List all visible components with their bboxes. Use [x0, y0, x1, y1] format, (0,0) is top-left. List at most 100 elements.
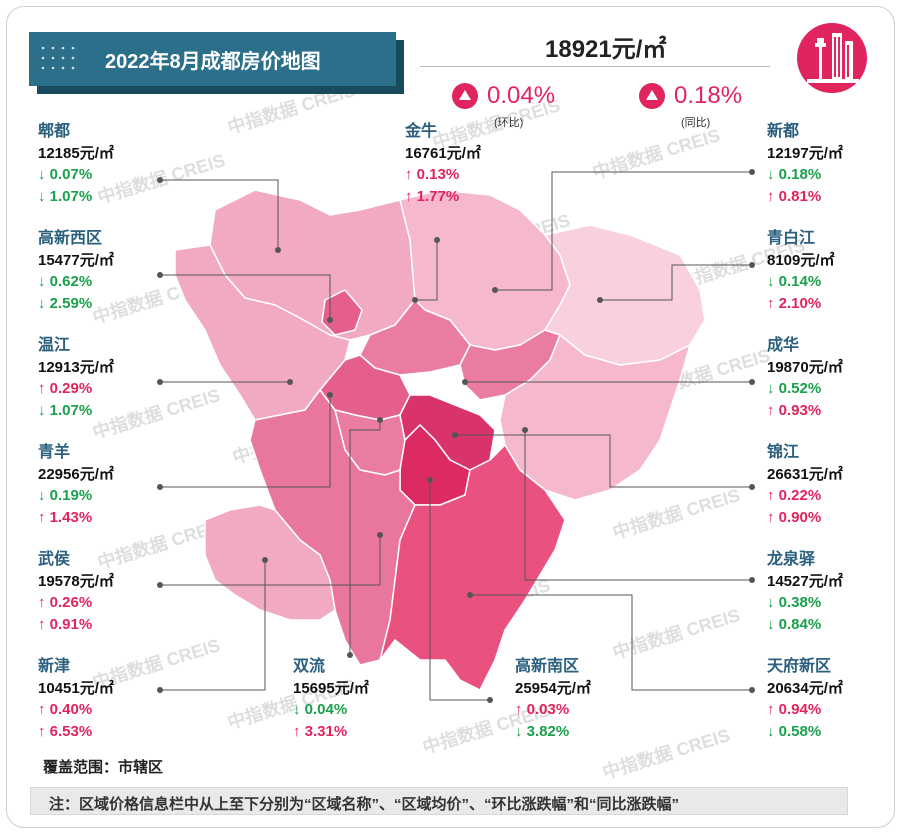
yoy-label: (同比) [681, 117, 711, 129]
district-price: 26631元/㎡ [767, 465, 843, 483]
district-mom: ↓ 0.18% [767, 166, 822, 183]
district-yoy: ↓ 1.07% [38, 187, 93, 205]
district-yoy: ↓ 3.82% [515, 722, 570, 740]
district-mom: ↓ 0.14% [767, 273, 822, 290]
district-price: 15695元/㎡ [293, 679, 369, 697]
district-price: 19578元/㎡ [38, 572, 114, 590]
district-name: 武侯 [38, 551, 71, 568]
district-name: 龙泉驿 [767, 551, 816, 568]
page-title: 2022年8月成都房价地图 [105, 51, 321, 73]
district-label-jinjiang: 锦江 26631元/㎡ ↑ 0.22% ↑ 0.90% [767, 442, 843, 528]
district-label-gaoxinxi: 高新西区 15477元/㎡ ↓ 0.62% ↓ 2.59% [38, 228, 114, 314]
city-average-price: 18921元/㎡ [545, 36, 667, 63]
district-name: 锦江 [767, 444, 800, 461]
district-mom: ↑ 0.94% [767, 701, 822, 718]
district-mom: ↓ 0.07% [38, 166, 93, 183]
district-price: 14527元/㎡ [767, 572, 843, 590]
district-yoy: ↑ 1.77% [405, 187, 460, 205]
title-banner: 2022年8月成都房价地图 [29, 32, 396, 86]
divider [420, 66, 770, 67]
leader-line [600, 264, 752, 301]
city-skyline-logo-icon [797, 23, 867, 93]
up-triangle-icon [639, 83, 665, 109]
dots-decoration-icon [41, 46, 75, 70]
district-price: 12185元/㎡ [38, 144, 114, 162]
district-yoy: ↑ 1.43% [38, 508, 93, 526]
mom-change: 0.04% [487, 82, 556, 109]
district-mom: ↓ 0.38% [767, 594, 822, 611]
mom-label: (环比) [494, 117, 524, 129]
district-yoy: ↓ 0.84% [767, 615, 822, 633]
leader-line [455, 434, 752, 488]
district-name: 新都 [767, 123, 800, 140]
district-name: 青白江 [767, 230, 816, 247]
district-price: 20634元/㎡ [767, 679, 843, 697]
coverage-text: 覆盖范围：市辖区 [43, 759, 164, 776]
district-name: 成华 [767, 337, 800, 354]
district-yoy: ↑ 0.91% [38, 615, 93, 633]
district-name: 温江 [38, 337, 71, 354]
district-name: 青羊 [38, 444, 71, 461]
district-name: 高新西区 [38, 230, 103, 247]
region-longquanyi [499, 334, 691, 501]
leader-line [160, 535, 381, 586]
note-text: 注：区域价格信息栏中从上至下分别为“区域名称”、“区域均价”、“环比涨跌幅”和“… [49, 796, 680, 813]
district-mom: ↑ 0.29% [38, 380, 93, 397]
district-price: 10451元/㎡ [38, 679, 114, 697]
district-price: 12197元/㎡ [767, 144, 843, 162]
district-label-shuangliu: 双流 15695元/㎡ ↓ 0.04% ↑ 3.31% [293, 656, 369, 742]
leader-line [160, 560, 266, 691]
leader-line [349, 420, 381, 655]
district-name: 天府新区 [767, 658, 832, 675]
district-price: 22956元/㎡ [38, 465, 114, 483]
district-label-tianfu: 天府新区 20634元/㎡ ↑ 0.94% ↓ 0.58% [767, 656, 843, 742]
district-yoy: ↑ 0.90% [767, 508, 822, 526]
district-mom: ↑ 0.03% [515, 701, 570, 718]
district-yoy: ↑ 0.93% [767, 401, 822, 419]
leader-line [160, 179, 279, 250]
district-label-wenjiang: 温江 12913元/㎡ ↑ 0.29% ↓ 1.07% [38, 335, 114, 421]
leader-line [470, 594, 752, 691]
district-mom: ↑ 0.13% [405, 166, 460, 183]
district-yoy: ↑ 3.31% [293, 722, 348, 740]
district-mom: ↑ 0.26% [38, 594, 93, 611]
district-name: 金牛 [405, 123, 438, 140]
leader-line [429, 480, 490, 701]
district-label-qingyang: 青羊 22956元/㎡ ↓ 0.19% ↑ 1.43% [38, 442, 114, 528]
district-yoy: ↑ 0.81% [767, 187, 822, 205]
district-name: 高新南区 [515, 658, 580, 675]
district-yoy: ↓ 2.59% [38, 294, 93, 312]
district-mom: ↓ 0.19% [38, 487, 93, 504]
district-yoy: ↓ 1.07% [38, 401, 93, 419]
district-label-pidu: 郫都 12185元/㎡ ↓ 0.07% ↓ 1.07% [38, 121, 114, 207]
district-label-qingbaijiang: 青白江 8109元/㎡ ↓ 0.14% ↑ 2.10% [767, 228, 835, 314]
district-label-jinniu: 金牛 16761元/㎡ ↑ 0.13% ↑ 1.77% [405, 121, 481, 207]
leader-line [415, 240, 438, 301]
district-price: 15477元/㎡ [38, 251, 114, 269]
district-mom: ↑ 0.40% [38, 701, 93, 718]
district-label-gaoxinnan: 高新南区 25954元/㎡ ↑ 0.03% ↓ 3.82% [515, 656, 591, 742]
leader-line [160, 274, 331, 320]
district-price: 12913元/㎡ [38, 358, 114, 376]
district-price: 16761元/㎡ [405, 144, 481, 162]
up-triangle-icon [452, 83, 478, 109]
district-label-xinjin: 新津 10451元/㎡ ↑ 0.40% ↑ 6.53% [38, 656, 114, 742]
district-price: 8109元/㎡ [767, 251, 835, 269]
region-gaoxinxi [321, 289, 363, 336]
district-mom: ↓ 0.52% [767, 380, 822, 397]
district-yoy: ↓ 0.58% [767, 722, 822, 740]
district-price: 25954元/㎡ [515, 679, 591, 697]
yoy-change: 0.18% [674, 82, 743, 109]
district-label-wuhou: 武侯 19578元/㎡ ↑ 0.26% ↑ 0.91% [38, 549, 114, 635]
district-mom: ↑ 0.22% [767, 487, 822, 504]
district-label-longquanyi: 龙泉驿 14527元/㎡ ↓ 0.38% ↓ 0.84% [767, 549, 843, 635]
district-name: 双流 [293, 658, 326, 675]
district-price: 19870元/㎡ [767, 358, 843, 376]
district-label-xindu: 新都 12197元/㎡ ↓ 0.18% ↑ 0.81% [767, 121, 843, 207]
district-name: 新津 [38, 658, 71, 675]
note-box: 注：区域价格信息栏中从上至下分别为“区域名称”、“区域均价”、“环比涨跌幅”和“… [30, 787, 848, 815]
district-name: 郫都 [38, 123, 71, 140]
district-mom: ↓ 0.62% [38, 273, 93, 290]
district-mom: ↓ 0.04% [293, 701, 348, 718]
